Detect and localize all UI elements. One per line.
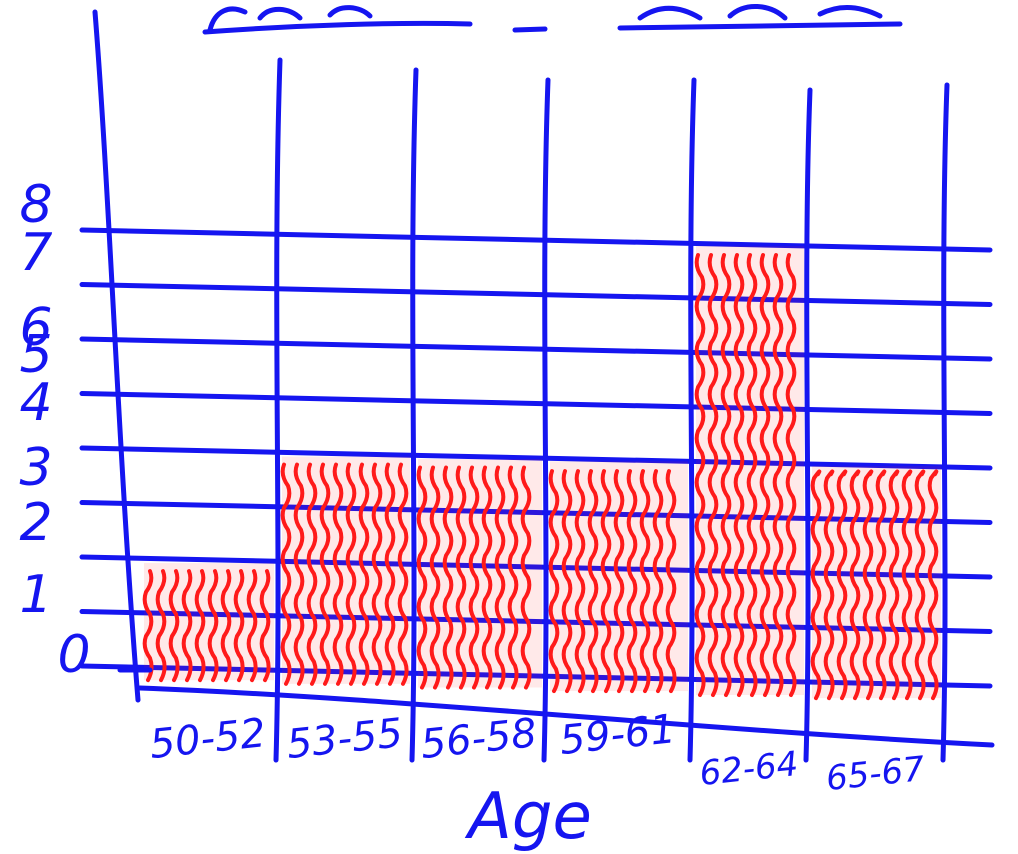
grid-line-horizontal [79, 282, 993, 307]
grid-line-vertical [940, 82, 950, 763]
y-tick-label: 0 [57, 625, 90, 685]
grid-line-horizontal [79, 391, 993, 416]
x-tick-label: 50-52 [147, 710, 267, 768]
grid-line-horizontal [79, 227, 993, 253]
y-tick-label: 3 [19, 438, 52, 498]
y-tick-label: 8 [19, 175, 52, 235]
bar-hatch [280, 462, 409, 686]
grid-line-vertical [541, 77, 551, 763]
x-tick-label: 53-55 [284, 710, 404, 768]
x-tick-label: 65-67 [824, 749, 927, 799]
bar-hatch [142, 569, 271, 683]
grid-line-horizontal [79, 609, 993, 634]
x-axis-label: Age [464, 780, 592, 854]
grid-line-vertical [409, 67, 419, 763]
grid-line-horizontal [79, 445, 993, 471]
x-tick-label: 56-58 [418, 710, 538, 768]
x-axis-baseline [137, 685, 995, 748]
title-underline-3 [617, 21, 903, 31]
title-underline-1 [202, 20, 473, 35]
y-tick-label: 4 [19, 373, 52, 433]
bars [142, 246, 941, 701]
grid-line-horizontal [79, 663, 993, 689]
axes [117, 667, 995, 748]
title-scribble [202, 3, 903, 35]
grid-line-vertical [92, 9, 141, 703]
y-tick-label: 1 [19, 565, 52, 625]
bar-hatch [548, 469, 677, 694]
y-tick-label: 5 [19, 325, 52, 385]
grid-line-horizontal [79, 336, 993, 362]
title-underline-2 [512, 26, 548, 33]
bar-hatch [416, 465, 532, 690]
title-letter-strokes [207, 3, 883, 33]
bar-hatch [694, 253, 797, 698]
grid-line-vertical [803, 87, 813, 763]
grid-line-vertical [273, 57, 283, 763]
grid-line-vertical [687, 77, 697, 763]
y-tick-label: 6 [19, 298, 52, 358]
bar-hatch [810, 469, 939, 701]
y-tick-label: 2 [19, 493, 52, 553]
y-tick-label: 7 [19, 223, 52, 283]
x-tick-label: 62-64 [698, 744, 800, 794]
